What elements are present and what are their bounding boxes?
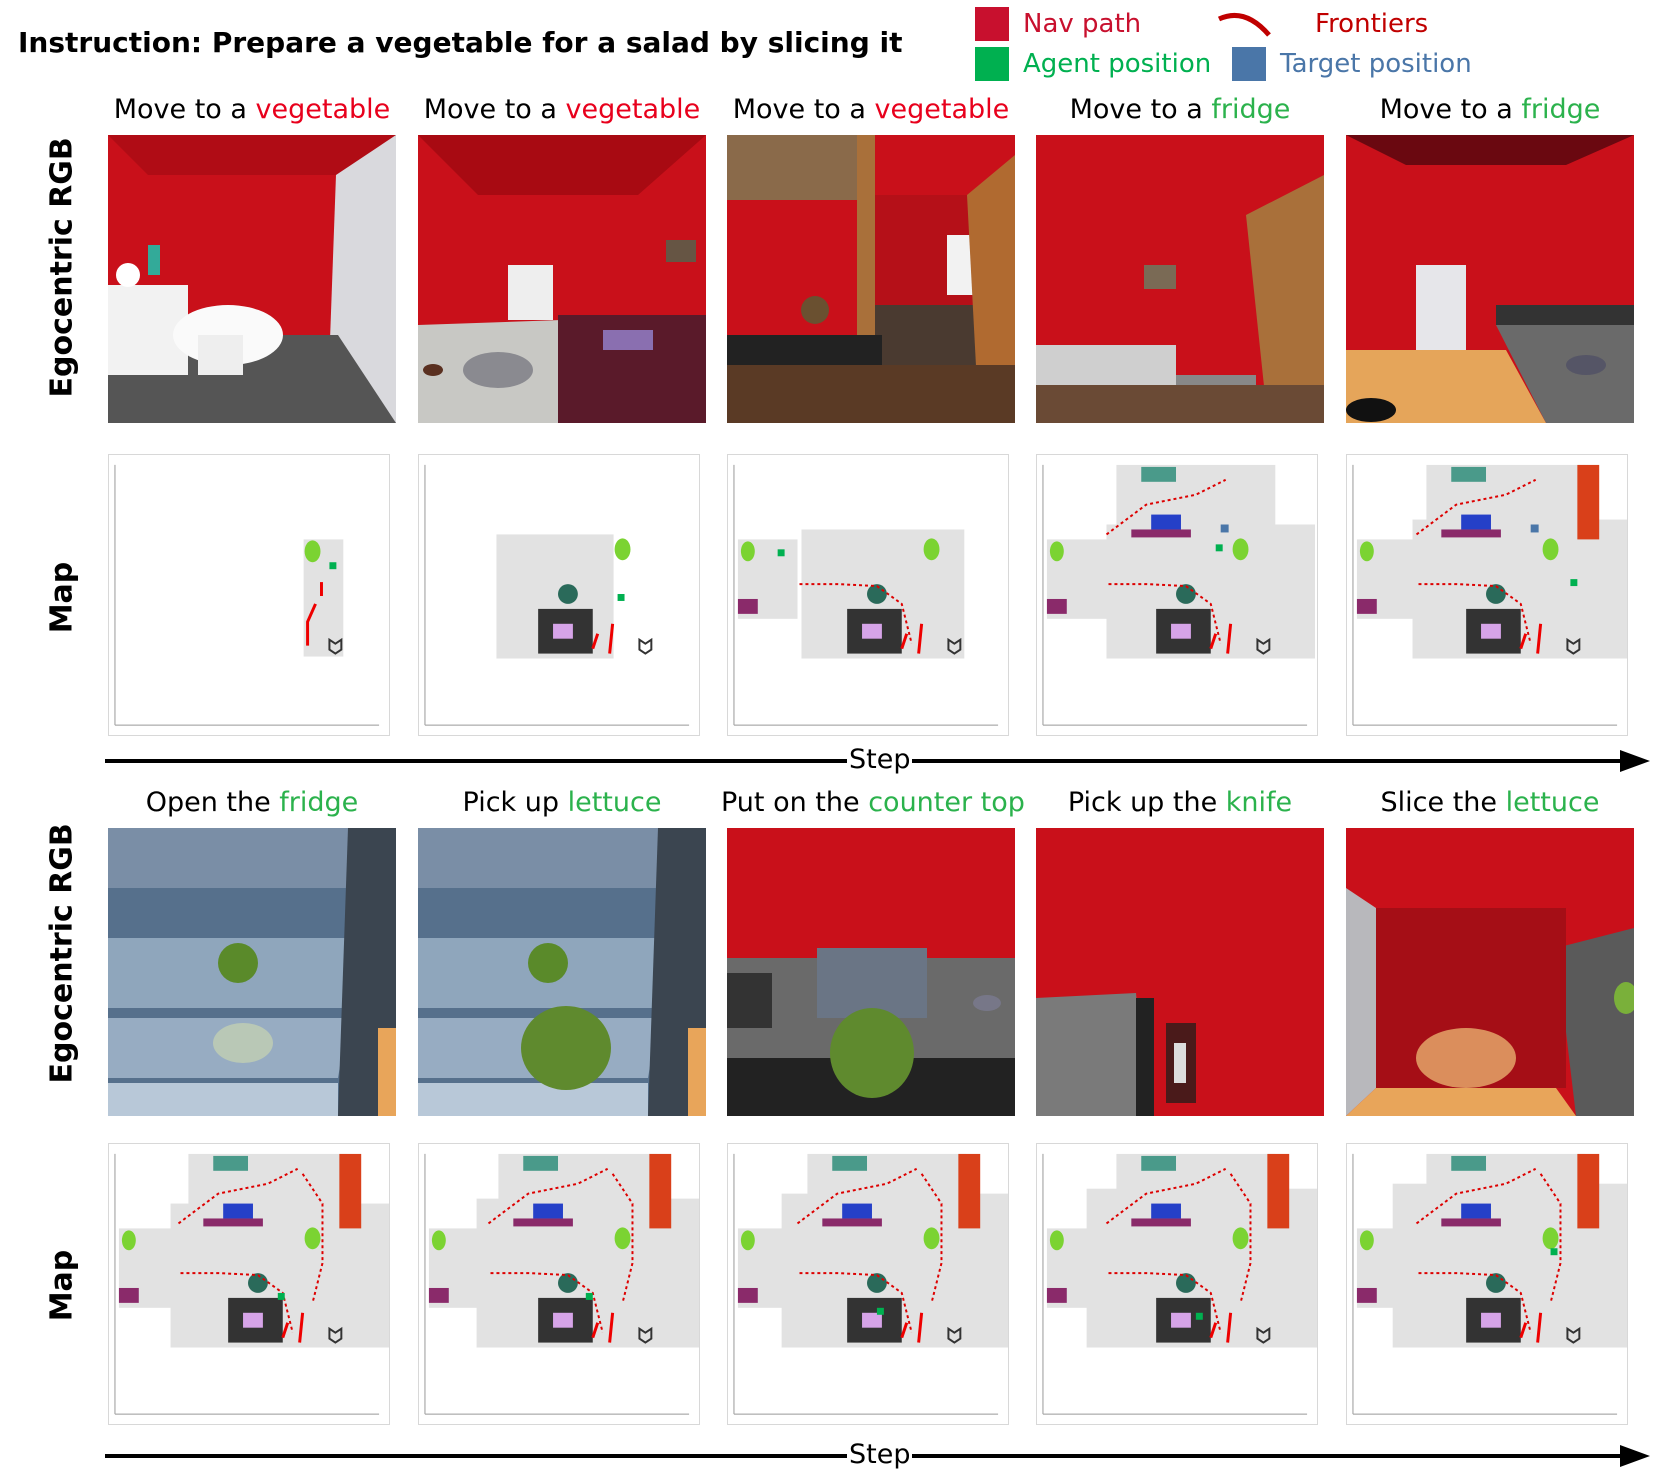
legend-frontiers: Frontiers: [1215, 4, 1428, 44]
step-caption-action: Move to a: [732, 94, 875, 125]
step-caption-action: Pick up: [462, 787, 568, 818]
step-caption-object: fridge: [1211, 94, 1291, 125]
step-label-1: Step: [847, 744, 913, 775]
step-caption-object: lettuce: [567, 787, 662, 818]
step-caption-object: fridge: [279, 787, 359, 818]
step-caption-action: Open the: [145, 787, 280, 818]
semantic-map-view: [1346, 454, 1628, 736]
map-canvas: [424, 464, 690, 726]
egocentric-rgb-view: [1346, 828, 1634, 1116]
map-canvas: [1042, 1153, 1317, 1415]
semantic-map-view: [108, 454, 390, 736]
step-caption: Pick up lettuce: [412, 787, 712, 818]
egocentric-rgb-view: [418, 135, 706, 423]
step-caption: Move to a fridge: [1030, 94, 1330, 125]
step-caption: Put on the counter top: [721, 787, 1025, 818]
step-caption-action: Move to a: [423, 94, 566, 125]
legend-agent-position: Agent position: [975, 44, 1211, 84]
map-canvas: [424, 1153, 699, 1415]
row-label-rgb-1: Egocentric RGB: [44, 137, 80, 398]
agent-position-swatch-icon: [975, 47, 1009, 81]
semantic-map-view: [727, 454, 1009, 736]
legend-nav-path-label: Nav path: [1023, 9, 1142, 39]
semantic-map-view: [727, 1143, 1009, 1425]
semantic-map-view: [1346, 1143, 1628, 1425]
nav-path-swatch-icon: [975, 7, 1009, 41]
step-caption-action: Slice the: [1380, 787, 1506, 818]
step-caption-object: counter top: [868, 787, 1025, 818]
step-caption-object: vegetable: [565, 94, 701, 125]
step-caption: Move to a vegetable: [721, 94, 1021, 125]
step-caption: Slice the lettuce: [1340, 787, 1640, 818]
step-caption: Open the fridge: [102, 787, 402, 818]
legend-frontiers-label: Frontiers: [1315, 9, 1429, 39]
instruction-title: Instruction: Prepare a vegetable for a s…: [18, 26, 903, 59]
egocentric-rgb-view: [108, 135, 396, 423]
target-position-swatch-icon: [1232, 47, 1266, 81]
map-canvas: [1352, 464, 1627, 726]
step-caption: Move to a fridge: [1340, 94, 1640, 125]
step-caption: Move to a vegetable: [412, 94, 712, 125]
legend-target-position: Target position: [1232, 44, 1472, 84]
step-caption-action: Pick up the: [1067, 787, 1226, 818]
map-canvas: [114, 464, 380, 726]
step-caption-action: Move to a: [113, 94, 256, 125]
step-caption-action: Move to a: [1069, 94, 1212, 125]
map-canvas: [733, 464, 999, 726]
map-canvas: [1042, 464, 1316, 726]
map-canvas: [733, 1153, 1008, 1415]
step-caption-action: Put on the: [721, 787, 869, 818]
step-caption-object: vegetable: [255, 94, 391, 125]
egocentric-rgb-view: [418, 828, 706, 1116]
semantic-map-view: [418, 1143, 700, 1425]
egocentric-rgb-view: [1036, 135, 1324, 423]
semantic-map-view: [108, 1143, 390, 1425]
step-caption-action: Move to a: [1379, 94, 1522, 125]
step-caption-object: vegetable: [874, 94, 1010, 125]
step-caption-object: fridge: [1521, 94, 1601, 125]
semantic-map-view: [1036, 1143, 1318, 1425]
row-label-map-2: Map: [44, 1249, 80, 1322]
step-caption: Move to a vegetable: [102, 94, 402, 125]
step-caption: Pick up the knife: [1030, 787, 1330, 818]
semantic-map-view: [418, 454, 700, 736]
row-label-rgb-2: Egocentric RGB: [44, 823, 80, 1084]
map-canvas: [1352, 1153, 1627, 1415]
frontier-curve-icon: [1217, 13, 1271, 37]
step-label-2: Step: [847, 1439, 913, 1470]
legend-nav-path: Nav path: [975, 4, 1141, 44]
step-caption-object: lettuce: [1505, 787, 1600, 818]
legend-agent-position-label: Agent position: [1023, 49, 1212, 79]
map-canvas: [114, 1153, 389, 1415]
row-label-map-1: Map: [44, 561, 80, 634]
egocentric-rgb-view: [1346, 135, 1634, 423]
legend-target-position-label: Target position: [1280, 49, 1472, 79]
egocentric-rgb-view: [727, 828, 1015, 1116]
egocentric-rgb-view: [727, 135, 1015, 423]
egocentric-rgb-view: [1036, 828, 1324, 1116]
step-caption-object: knife: [1225, 787, 1293, 818]
semantic-map-view: [1036, 454, 1318, 736]
egocentric-rgb-view: [108, 828, 396, 1116]
